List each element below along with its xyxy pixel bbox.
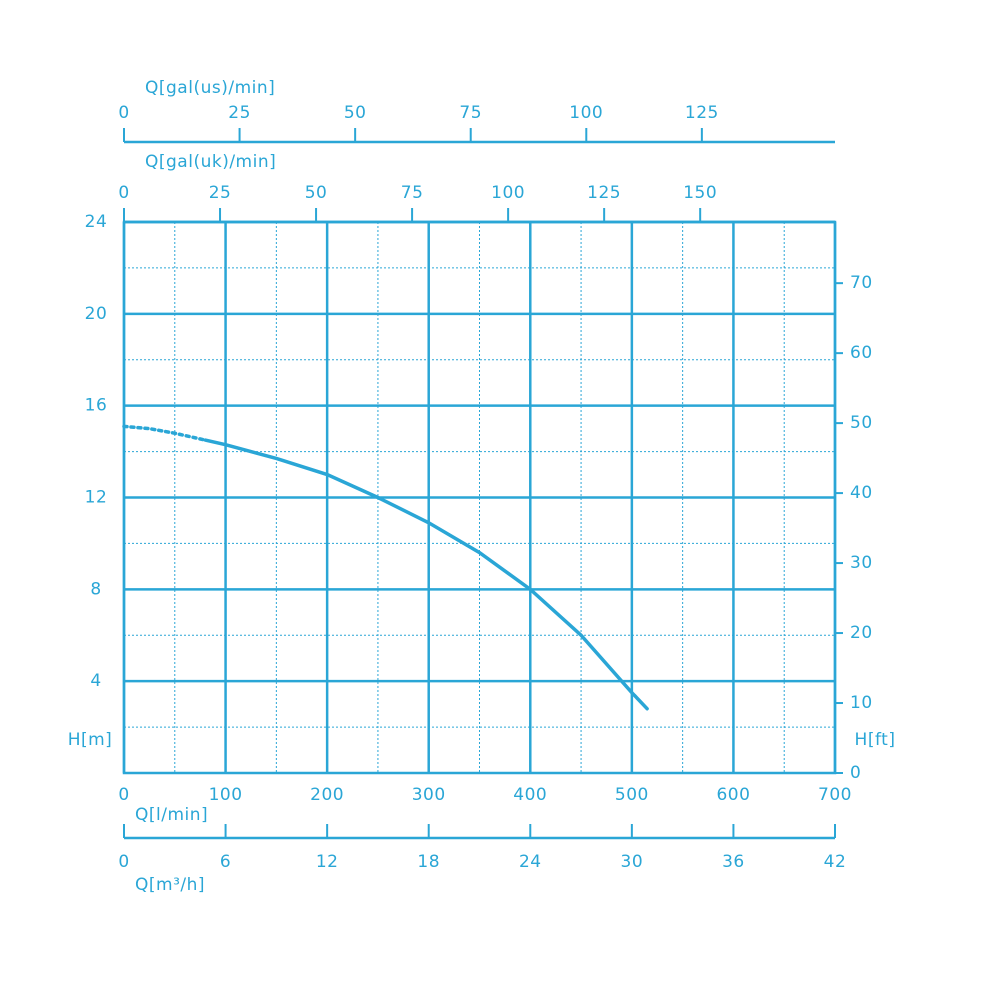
- secondary-tick-label: 125: [587, 183, 621, 203]
- secondary-tick-label: 25: [228, 103, 251, 123]
- x-tick-label: 600: [716, 785, 750, 805]
- y-tick-label: 8: [90, 579, 101, 599]
- secondary-tick-label: 125: [685, 103, 719, 123]
- secondary-tick-label: 24: [519, 852, 542, 872]
- secondary-tick-label: 18: [417, 852, 440, 872]
- y2-axis-title: H[ft]: [855, 730, 896, 750]
- y2-tick-label: 70: [850, 273, 873, 293]
- y2-tick-label: 10: [850, 693, 873, 713]
- top-axis-title-uk: Q[gal(uk)/min]: [145, 152, 276, 172]
- y-tick-label: 20: [85, 304, 108, 324]
- secondary-tick-label: 12: [316, 852, 339, 872]
- secondary-tick-label: 150: [683, 183, 717, 203]
- x-tick-label: 0: [118, 785, 129, 805]
- secondary-tick-label: 75: [459, 103, 482, 123]
- secondary-tick-label: 0: [118, 183, 129, 203]
- y-axis-title: H[m]: [68, 730, 113, 750]
- pump-curve: [122, 424, 208, 442]
- secondary-tick-label: 6: [220, 852, 231, 872]
- secondary-tick-label: 50: [305, 183, 328, 203]
- bottom-axis-title: Q[m³/h]: [135, 875, 205, 895]
- secondary-tick-label: 25: [209, 183, 232, 203]
- y-tick-label: 4: [90, 671, 101, 691]
- top-axis-title-us: Q[gal(us)/min]: [145, 78, 275, 98]
- y-tick-label: 16: [85, 396, 108, 416]
- y2-tick-label: 0: [850, 763, 861, 783]
- y2-tick-label: 50: [850, 413, 873, 433]
- y2-tick-label: 40: [850, 483, 873, 503]
- secondary-tick-label: 100: [569, 103, 603, 123]
- pump-curve: [203, 438, 649, 711]
- secondary-tick-label: 36: [722, 852, 745, 872]
- x-tick-label: 700: [818, 785, 852, 805]
- y2-tick-label: 30: [850, 553, 873, 573]
- x-tick-label: 200: [310, 785, 344, 805]
- x-tick-label: 500: [615, 785, 649, 805]
- y-tick-label: 24: [85, 212, 108, 232]
- x-axis-title: Q[l/min]: [135, 805, 208, 825]
- secondary-tick-label: 50: [344, 103, 367, 123]
- x-tick-label: 100: [209, 785, 243, 805]
- secondary-tick-label: 0: [118, 852, 129, 872]
- y-tick-label: 12: [85, 488, 108, 508]
- y2-tick-label: 60: [850, 343, 873, 363]
- secondary-tick-label: 100: [491, 183, 525, 203]
- x-tick-label: 400: [513, 785, 547, 805]
- x-tick-label: 300: [412, 785, 446, 805]
- secondary-tick-label: 30: [621, 852, 644, 872]
- secondary-tick-label: 75: [401, 183, 424, 203]
- secondary-tick-label: 42: [824, 852, 847, 872]
- secondary-tick-label: 0: [118, 103, 129, 123]
- y2-tick-label: 20: [850, 623, 873, 643]
